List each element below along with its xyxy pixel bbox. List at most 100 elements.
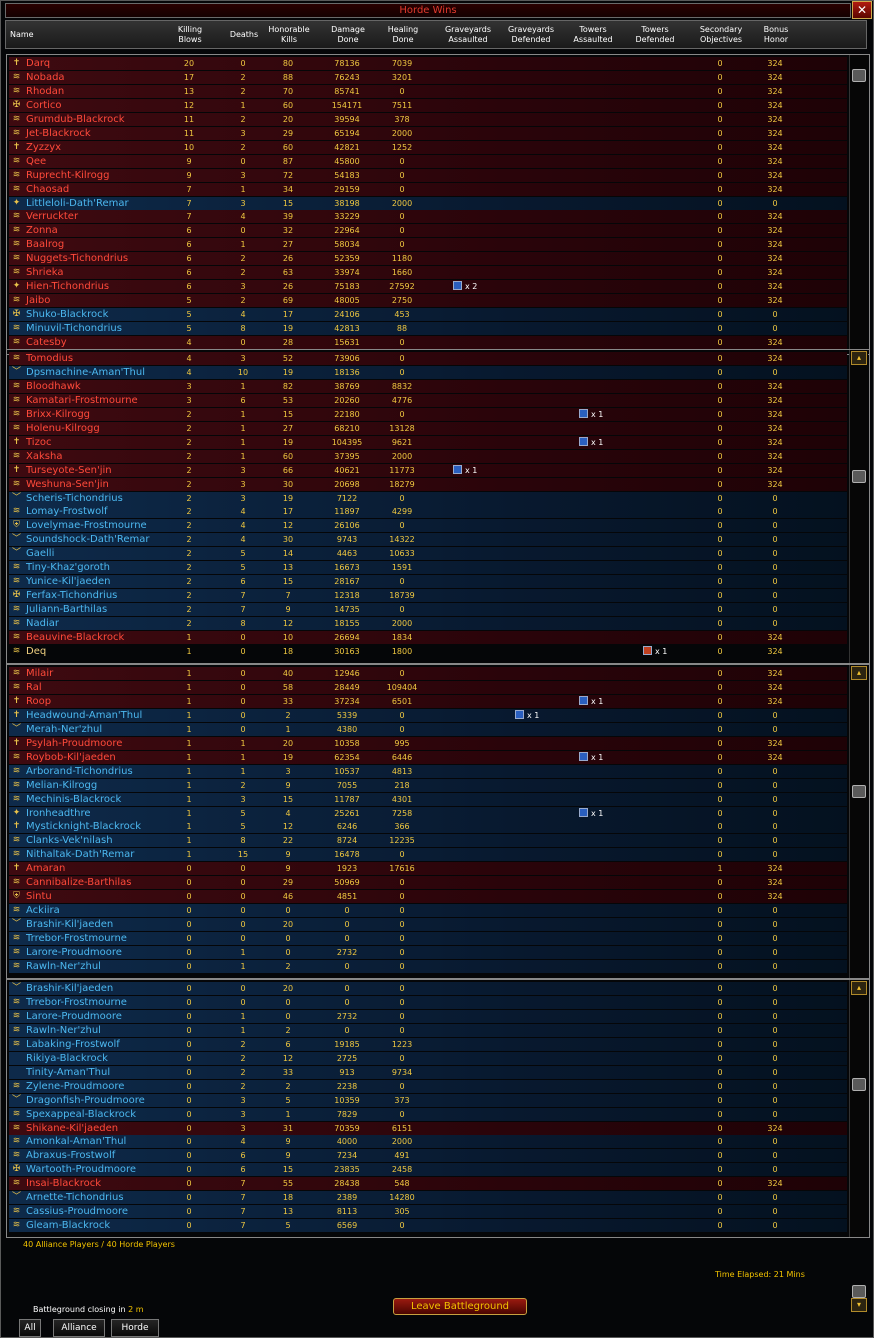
col-graveyards-assaulted[interactable]: Graveyards Assaulted [444, 25, 492, 44]
player-row[interactable]: ≋ Yunice-Kil'jaeden 2 6 15 28167 0 0 0 [9, 575, 847, 589]
player-row[interactable]: ≋ Larore-Proudmoore 0 1 0 2732 0 0 0 [9, 946, 847, 959]
player-row[interactable]: ≋ Milair 1 0 40 12946 0 0 324 [9, 667, 847, 680]
player-row[interactable]: ≋ Ral 1 0 58 28449 109404 0 324 [9, 680, 847, 694]
player-row[interactable]: ≋ Catesby 4 0 28 15631 0 0 324 [9, 336, 847, 349]
player-row[interactable]: ✦ Littleloli-Dath'Remar 7 3 15 38198 2000 0 0 [9, 196, 847, 210]
player-row[interactable]: ≋ Kamatari-Frostmourne 3 6 53 20260 4776 0 324 [9, 393, 847, 407]
player-row[interactable]: ✦ Ironheadthre 1 5 4 25261 7258 x 1 0 0 [9, 806, 847, 820]
player-row[interactable]: ≋ Ackiira 0 0 0 0 0 0 0 [9, 904, 847, 918]
player-row[interactable]: ≋ Brixx-Kilrogg 2 1 15 22180 0 x 1 0 324 [9, 407, 847, 421]
player-row[interactable]: ≋ Zylene-Proudmoore 0 2 2 2238 0 0 0 [9, 1079, 847, 1093]
scroll-thumb[interactable] [852, 1078, 866, 1091]
player-row[interactable]: ✝ Psylah-Proudmoore 1 1 20 10358 995 0 324 [9, 736, 847, 750]
col-deaths[interactable]: Deaths [229, 30, 259, 39]
scroll-up-button[interactable]: ▴ [851, 666, 867, 680]
player-row[interactable]: ✝ Mysticknight-Blackrock 1 5 12 6246 366 0 0 [9, 820, 847, 834]
player-row[interactable]: ≋ Spexappeal-Blackrock 0 3 1 7829 0 0 0 [9, 1107, 847, 1121]
player-row[interactable]: ≋ Holenu-Kilrogg 2 1 27 68210 13128 0 324 [9, 421, 847, 435]
player-row[interactable]: ≋ Rawln-Ner'zhul 0 1 2 0 0 0 0 [9, 1023, 847, 1037]
col-secondary-objectives[interactable]: Secondary Objectives [699, 25, 743, 44]
tab-all[interactable]: All [19, 1319, 41, 1337]
col-damage-done[interactable]: Damage Done [331, 25, 365, 44]
section-scrollbar[interactable] [849, 55, 868, 354]
tab-horde[interactable]: Horde [111, 1319, 159, 1337]
player-row[interactable]: ≋ Tomodius 4 3 52 73906 0 0 324 [9, 352, 847, 365]
player-row[interactable]: ≋ Nadiar 2 8 12 18155 2000 0 0 [9, 617, 847, 631]
scroll-thumb[interactable] [852, 1285, 866, 1298]
player-row[interactable]: ≋ Tiny-Khaz'goroth 2 5 13 16673 1591 0 0 [9, 561, 847, 575]
player-row[interactable]: ≋ Beauvine-Blackrock 1 0 10 26694 1834 0 324 [9, 631, 847, 644]
player-row[interactable]: ≋ Shrieka 6 2 63 33974 1660 0 324 [9, 266, 847, 280]
player-row[interactable]: ≋ Deq 1 0 18 30163 1800 x 1 0 324 [9, 645, 847, 658]
player-row[interactable]: ≋ Baalrog 6 1 27 58034 0 0 324 [9, 238, 847, 252]
player-row[interactable]: ﹀ Brashir-Kil'jaeden 0 0 20 0 0 0 0 [9, 918, 847, 932]
player-row[interactable]: ≋ Abraxus-Frostwolf 0 6 9 7234 491 0 0 [9, 1149, 847, 1163]
player-row[interactable]: ﹀ Gaelli 2 5 14 4463 10633 0 0 [9, 547, 847, 561]
player-row[interactable]: ✝ Headwound-Aman'Thul 1 0 2 5339 0 x 1 0 0 [9, 708, 847, 722]
player-row[interactable]: ≋ Xaksha 2 1 60 37395 2000 0 324 [9, 449, 847, 463]
player-row[interactable]: ≋ Nuggets-Tichondrius 6 2 26 52359 1180 0 324 [9, 252, 847, 266]
player-row[interactable]: ≋ Minuvil-Tichondrius 5 8 19 42813 88 0 0 [9, 322, 847, 336]
player-row[interactable]: ≋ Nobada 17 2 88 76243 3201 0 324 [9, 70, 847, 84]
col-towers-assaulted[interactable]: Towers Assaulted [573, 25, 613, 44]
player-row[interactable]: ﹀ Soundshock-Dath'Remar 2 4 30 9743 14322 0 0 [9, 533, 847, 547]
player-row[interactable]: ≋ Weshuna-Sen'jin 2 3 30 20698 18279 0 324 [9, 477, 847, 491]
player-row[interactable]: ≋ Grumdub-Blackrock 11 2 20 39594 378 0 324 [9, 112, 847, 126]
player-row[interactable]: ✦ Hien-Tichondrius 6 3 26 75183 27592 x 2 0 324 [9, 280, 847, 294]
scroll-up-button[interactable]: ▴ [851, 981, 867, 995]
scroll-up-button[interactable]: ▴ [851, 351, 867, 365]
bottom-scroll[interactable]: ▾ [850, 1282, 868, 1314]
player-row[interactable]: ≋ Mechinis-Blackrock 1 3 15 11787 4301 0 0 [9, 792, 847, 806]
player-row[interactable]: ﹀ Scheris-Tichondrius 2 3 19 7122 0 0 0 [9, 491, 847, 505]
section-scrollbar[interactable]: ▴ [849, 350, 868, 663]
col-killing-blows[interactable]: Killing Blows [177, 25, 203, 44]
section-scrollbar[interactable]: ▴ [849, 980, 868, 1237]
player-row[interactable]: ≋ Insai-Blackrock 0 7 55 28438 548 0 324 [9, 1177, 847, 1191]
col-bonus-honor[interactable]: Bonus Honor [763, 25, 789, 44]
close-button[interactable]: ✕ [852, 1, 872, 19]
player-row[interactable]: ✝ Turseyote-Sen'jin 2 3 66 40621 11773 x 1 0 324 [9, 463, 847, 477]
player-row[interactable]: ﹀ Merah-Ner'zhul 1 0 1 4380 0 0 0 [9, 722, 847, 736]
player-row[interactable]: ≋ Jet-Blackrock 11 3 29 65194 2000 0 324 [9, 126, 847, 140]
player-row[interactable]: ✠ Shuko-Blackrock 5 4 17 24106 453 0 0 [9, 308, 847, 322]
player-row[interactable]: ≋ Cannibalize-Barthilas 0 0 29 50969 0 0 324 [9, 876, 847, 890]
player-row[interactable]: ﹀ Brashir-Kil'jaeden 0 0 20 0 0 0 0 [9, 982, 847, 995]
col-honorable-kills[interactable]: Honorable Kills [268, 25, 310, 44]
player-row[interactable]: ≋ Ruprecht-Kilrogg 9 3 72 54183 0 0 324 [9, 168, 847, 182]
player-row[interactable]: ⛨ Lovelymae-Frostmourne 2 4 12 26106 0 0 0 [9, 519, 847, 533]
col-towers-defended[interactable]: Towers Defended [635, 25, 675, 44]
player-row[interactable]: ≋ Nithaltak-Dath'Remar 1 15 9 16478 0 0 0 [9, 848, 847, 862]
player-row[interactable]: ✝ Zyzzyx 10 2 60 42821 1252 0 324 [9, 140, 847, 154]
player-row[interactable]: ≋ Larore-Proudmoore 0 1 0 2732 0 0 0 [9, 1009, 847, 1023]
player-row[interactable]: ✝ Tizoc 2 1 19 104395 9621 x 1 0 324 [9, 435, 847, 449]
player-row[interactable]: ≋ Arborand-Tichondrius 1 1 3 10537 4813 0 0 [9, 764, 847, 778]
player-row[interactable]: ≋ Juliann-Barthilas 2 7 9 14735 0 0 0 [9, 603, 847, 617]
player-row[interactable]: ≋ Melian-Kilrogg 1 2 9 7055 218 0 0 [9, 778, 847, 792]
player-row[interactable]: ≋ Rawln-Ner'zhul 0 1 2 0 0 0 0 [9, 959, 847, 973]
player-row[interactable]: ≋ Cassius-Proudmoore 0 7 13 8113 305 0 0 [9, 1205, 847, 1219]
player-row[interactable]: ✠ Cortico 12 1 60 154171 7511 0 324 [9, 98, 847, 112]
player-row[interactable]: ﹀ Dpsmachine-Aman'Thul 4 10 19 18136 0 0 0 [9, 365, 847, 379]
col-healing-done[interactable]: Healing Done [387, 25, 419, 44]
player-row[interactable]: ≋ Labaking-Frostwolf 0 2 6 19185 1223 0 0 [9, 1037, 847, 1051]
player-row[interactable]: ﹀ Arnette-Tichondrius 0 7 18 2389 14280 0 0 [9, 1191, 847, 1205]
player-row[interactable]: ✝ Roop 1 0 33 37234 6501 x 1 0 324 [9, 694, 847, 708]
scroll-thumb[interactable] [852, 69, 866, 82]
player-row[interactable]: ≋ Amonkal-Aman'Thul 0 4 9 4000 2000 0 0 [9, 1135, 847, 1149]
player-row[interactable]: ≋ Rhodan 13 2 70 85741 0 0 324 [9, 84, 847, 98]
player-row[interactable]: ≋ Trrebor-Frostmourne 0 0 0 0 0 0 0 [9, 932, 847, 946]
player-row[interactable]: ≋ Zonna 6 0 32 22964 0 0 324 [9, 224, 847, 238]
player-row[interactable]: ✠ Wartooth-Proudmoore 0 6 15 23835 2458 0 0 [9, 1163, 847, 1177]
player-row[interactable]: ≋ Roybob-Kil'jaeden 1 1 19 62354 6446 x 1 0 324 [9, 750, 847, 764]
player-row[interactable]: ≋ Lomay-Frostwolf 2 4 17 11897 4299 0 0 [9, 505, 847, 519]
section-scrollbar[interactable]: ▴ [849, 665, 868, 978]
player-row[interactable]: ≋ Gleam-Blackrock 0 7 5 6569 0 0 0 [9, 1219, 847, 1233]
tab-alliance[interactable]: Alliance [53, 1319, 105, 1337]
player-row[interactable]: ≋ Shikane-Kil'jaeden 0 3 31 70359 6151 0 324 [9, 1121, 847, 1135]
player-row[interactable]: Tinity-Aman'Thul 0 2 33 913 9734 0 0 [9, 1065, 847, 1079]
player-row[interactable]: ≋ Qee 9 0 87 45800 0 0 324 [9, 154, 847, 168]
player-row[interactable]: ≋ Verruckter 7 4 39 33229 0 0 324 [9, 210, 847, 224]
player-row[interactable]: ≋ Trrebor-Frostmourne 0 0 0 0 0 0 0 [9, 995, 847, 1009]
player-row[interactable]: ✝ Amaran 0 0 9 1923 17616 1 324 [9, 862, 847, 876]
col-name[interactable]: Name [10, 30, 34, 39]
